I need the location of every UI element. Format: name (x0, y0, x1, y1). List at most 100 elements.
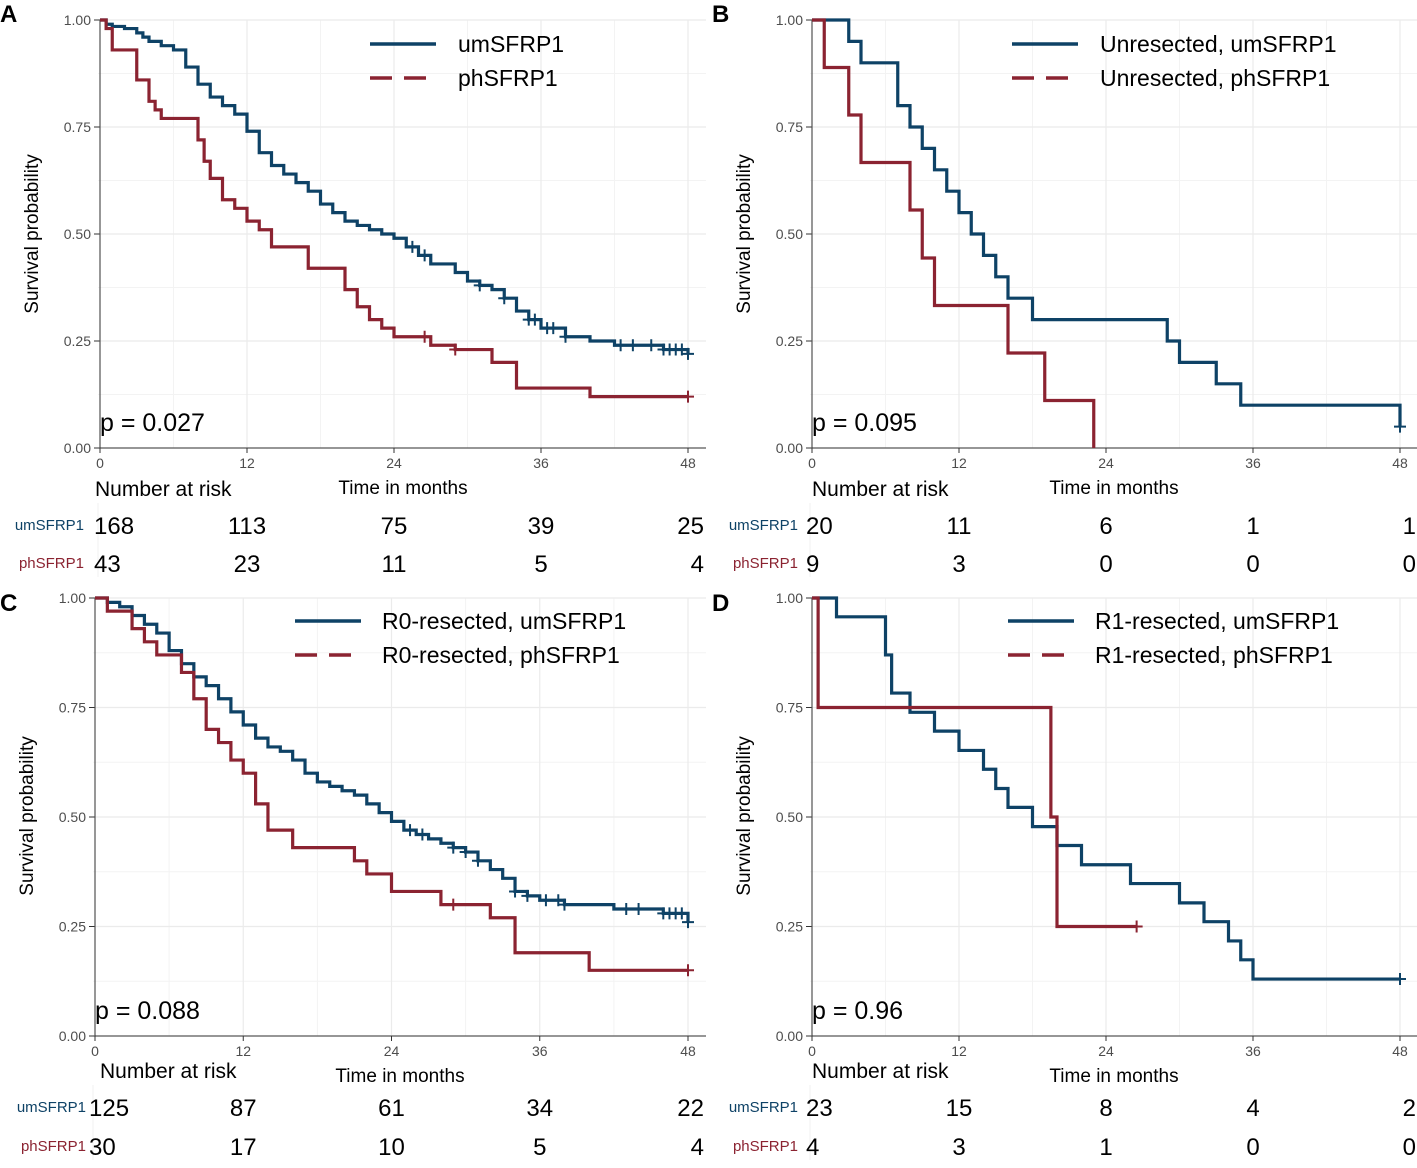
risk-count-um: 23 (806, 1095, 833, 1122)
y-tick-label: 1.00 (776, 590, 803, 606)
risk-count-um: 25 (677, 513, 704, 540)
legend-label-um: Unresected, umSFRP1 (1100, 31, 1336, 57)
x-tick-label: 24 (384, 1043, 400, 1059)
censor-mark (473, 279, 486, 292)
risk-count-ph: 4 (691, 1134, 704, 1161)
risk-count-um: 6 (1099, 513, 1112, 540)
ph-survival-curve (812, 596, 1137, 929)
y-tick-label: 0.75 (59, 700, 86, 716)
risk-count-ph: 3 (952, 551, 965, 578)
y-tick-label: 0.25 (776, 333, 803, 349)
x-tick-label: 12 (951, 455, 967, 471)
panel-a: A 0.00 0.25 0.50 0.75 1.00 0 12 24 36 48 Survival p… (0, 1, 706, 578)
y-tick-label: 0.00 (776, 1028, 803, 1044)
censor-mark (552, 894, 565, 907)
legend: R0-resected, umSFRP1 R0-resected, phSFRP1 (295, 608, 626, 668)
risk-count-um: 61 (378, 1095, 405, 1122)
panel-c: C 0.00 0.25 0.50 0.75 1.00 0 12 24 36 48 Survival p… (0, 590, 706, 1161)
risk-count-ph: 0 (1246, 551, 1259, 578)
risk-count-um: 15 (946, 1095, 973, 1122)
um-survival-curve (812, 18, 1402, 427)
legend-label-ph: phSFRP1 (458, 65, 558, 91)
x-tick-label: 48 (680, 455, 696, 471)
risk-count-um: 8 (1099, 1095, 1112, 1122)
x-tick-label: 0 (808, 455, 816, 471)
x-tick-label: 48 (1392, 1043, 1408, 1059)
risk-count-ph: 0 (1403, 1134, 1416, 1161)
y-tick-label: 0.00 (64, 440, 91, 456)
x-tick-label: 36 (532, 1043, 548, 1059)
risk-count-ph: 11 (382, 551, 407, 578)
censor-mark (416, 828, 429, 841)
legend: Unresected, umSFRP1 Unresected, phSFRP1 (1012, 31, 1336, 91)
risk-row-label-um: umSFRP1 (17, 1099, 86, 1116)
risk-count-um: 22 (677, 1095, 704, 1122)
censor-mark (626, 339, 639, 352)
censor-mark (447, 841, 460, 854)
legend-label-ph: Unresected, phSFRP1 (1100, 65, 1330, 91)
risk-table-title: Number at risk (812, 1060, 949, 1083)
risk-count-ph: 5 (533, 1134, 546, 1161)
p-value: p = 0.96 (812, 997, 903, 1025)
x-axis-title: Time in months (335, 1066, 464, 1087)
risk-count-ph: 10 (378, 1134, 405, 1161)
censor-mark (682, 347, 694, 360)
censor-mark (406, 240, 419, 253)
p-value: p = 0.088 (95, 997, 200, 1025)
legend-label-ph: R0-resected, phSFRP1 (382, 642, 620, 668)
risk-count-ph: 9 (806, 551, 819, 578)
censor-mark (539, 894, 552, 907)
risk-count-um: 1 (1246, 513, 1259, 540)
risk-count-um: 87 (230, 1095, 257, 1122)
x-axis-title: Time in months (1049, 1066, 1178, 1087)
y-tick-label: 0.25 (59, 919, 86, 935)
risk-count-um: 34 (526, 1095, 553, 1122)
y-tick-label: 0.25 (64, 333, 91, 349)
x-tick-label: 36 (533, 455, 549, 471)
panel-letter: A (0, 1, 17, 28)
y-tick-label: 1.00 (776, 12, 803, 28)
x-tick-label: 36 (1245, 1043, 1261, 1059)
censor-mark (632, 902, 645, 915)
censor-mark (418, 249, 431, 262)
x-tick-label: 0 (808, 1043, 816, 1059)
censor-mark (418, 330, 431, 343)
censor-mark (449, 343, 462, 356)
legend: umSFRP1 phSFRP1 (370, 31, 564, 91)
risk-count-ph: 30 (89, 1134, 116, 1161)
y-tick-label: 0.50 (776, 809, 803, 825)
y-tick-label: 0.75 (776, 119, 803, 135)
censor-mark (1394, 420, 1406, 433)
risk-count-um: 125 (89, 1095, 129, 1122)
y-axis-title: Survival probability (22, 154, 43, 314)
y-tick-label: 0.50 (776, 226, 803, 242)
y-tick-label: 1.00 (64, 12, 91, 28)
censor-mark (682, 916, 694, 929)
risk-count-um: 2 (1403, 1095, 1416, 1122)
um-survival-curve (100, 18, 690, 354)
risk-count-um: 11 (947, 513, 972, 540)
x-tick-label: 0 (91, 1043, 99, 1059)
risk-table-title: Number at risk (100, 1060, 237, 1083)
censor-mark (404, 824, 417, 837)
censor-mark (1130, 920, 1143, 933)
risk-count-ph: 1 (1099, 1134, 1112, 1161)
y-axis-title: Survival probability (17, 736, 38, 896)
risk-row-label-ph: phSFRP1 (733, 1138, 798, 1155)
legend-label-um: umSFRP1 (458, 31, 564, 57)
y-tick-label: 0.50 (59, 809, 86, 825)
risk-count-um: 168 (94, 513, 134, 540)
y-tick-label: 0.00 (776, 440, 803, 456)
x-axis-title: Time in months (1049, 478, 1178, 499)
censor-mark (675, 907, 688, 920)
censor-mark (509, 885, 522, 898)
risk-count-ph: 4 (806, 1134, 819, 1161)
panel-letter: C (0, 590, 17, 617)
risk-row-label-um: umSFRP1 (729, 1099, 798, 1116)
um-survival-curve (812, 596, 1400, 981)
risk-row-label-um: umSFRP1 (729, 517, 798, 534)
p-value: p = 0.027 (100, 409, 205, 437)
